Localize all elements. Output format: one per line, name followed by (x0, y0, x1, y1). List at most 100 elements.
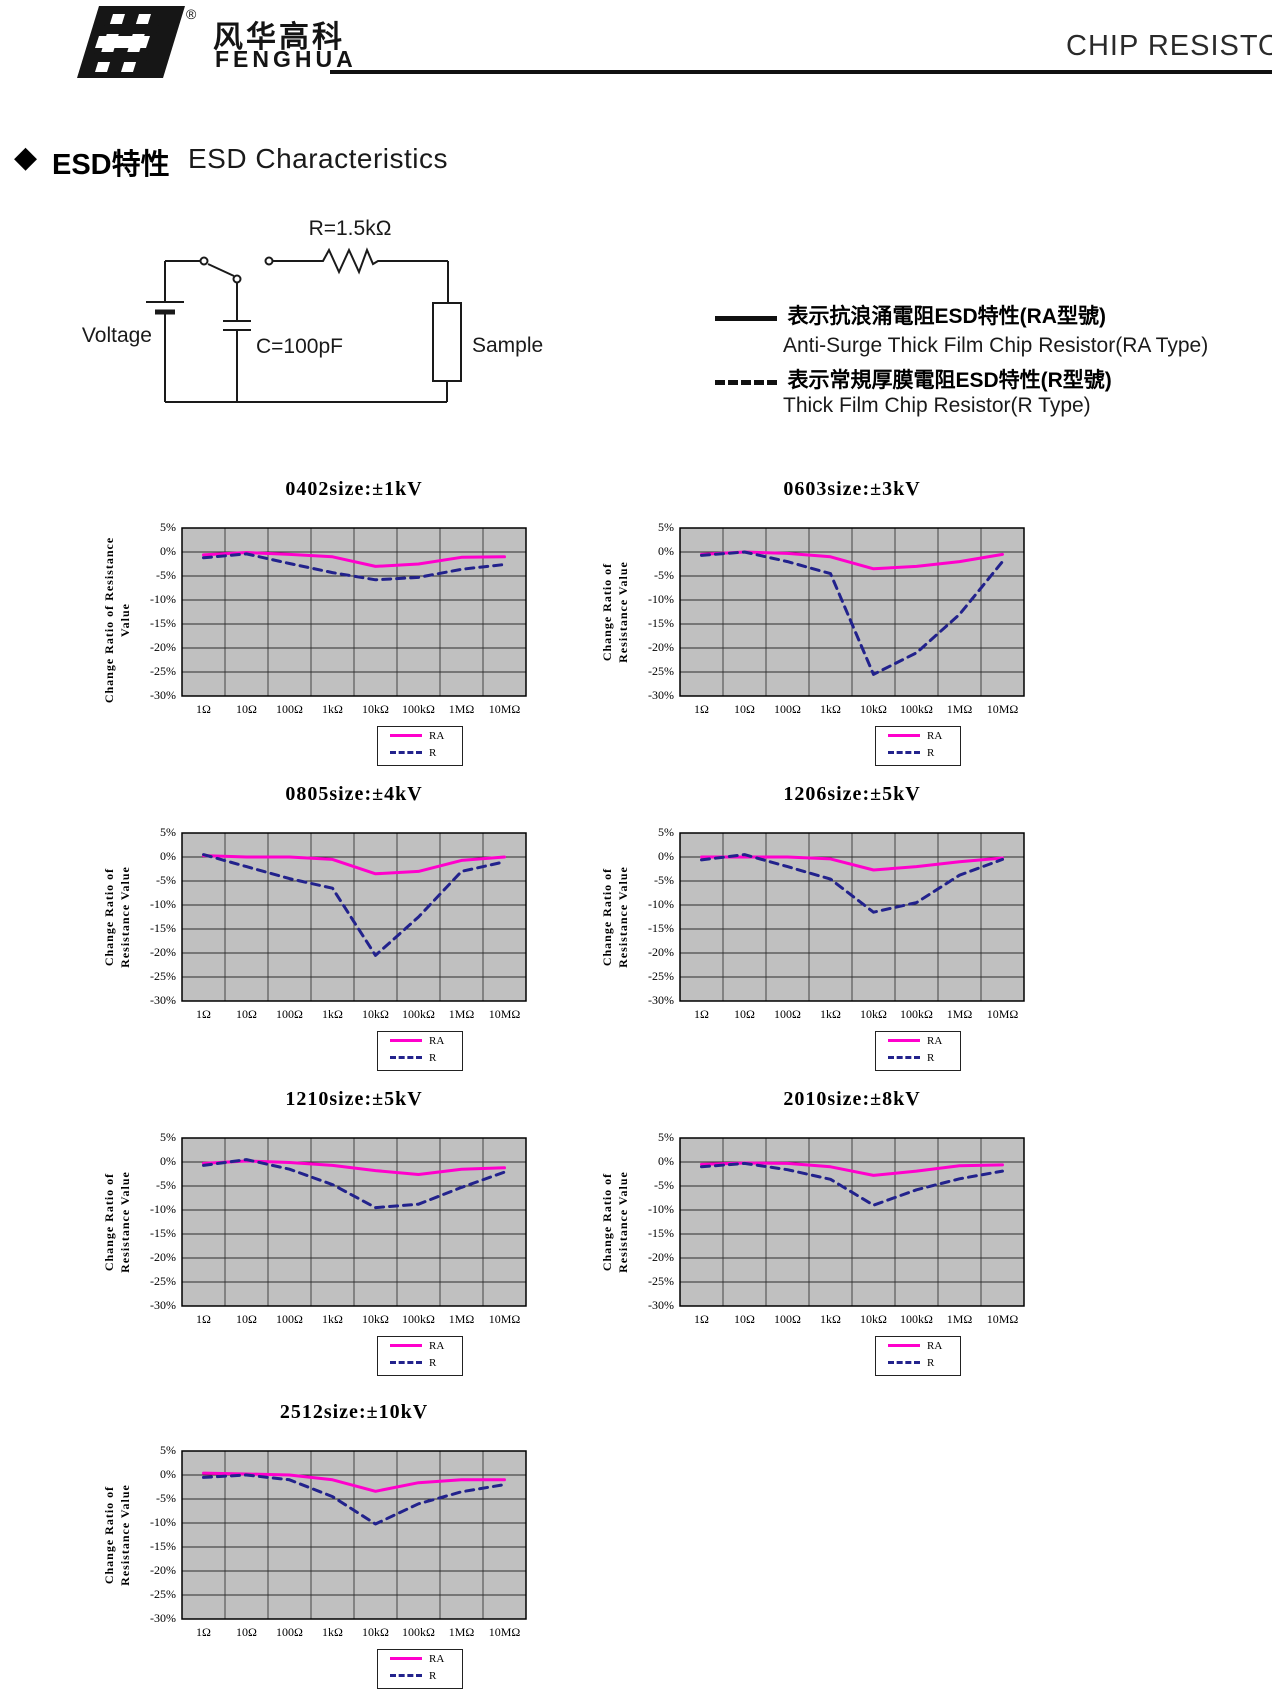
chart-0402: 0402size:±1kV Change Ratio of Resistance … (90, 440, 570, 770)
solid-line-sample-icon (715, 316, 777, 322)
y-tick-label: -25% (648, 969, 674, 983)
plot-area (181, 832, 527, 1002)
y-axis-label-text: Change Ratio of Resistance Value (600, 1171, 630, 1273)
legend-entry-r: R (876, 1354, 960, 1371)
dashed-legend-line-icon (390, 751, 422, 754)
chart-title: 2512size:±10kV (279, 1401, 429, 1423)
legend-entry-r: R (378, 1049, 462, 1066)
y-tick-label: 0% (160, 1154, 176, 1168)
x-tick-label: 10Ω (236, 1007, 257, 1021)
y-tick-label: -5% (654, 873, 674, 887)
x-tick-label: 100Ω (276, 1007, 303, 1021)
chart-2512: 2512size:±10kV Change Ratio of Resistance… (90, 1363, 570, 1693)
legend-entry-ra: RA (378, 1337, 462, 1354)
y-tick-label: 0% (160, 1467, 176, 1481)
chart-title: 1206size:±5kV (783, 783, 921, 805)
logo-chinese-name: 风华高科 (213, 21, 345, 54)
chart-legend: RA R (377, 1031, 463, 1071)
x-tick-label: 10Ω (734, 1312, 755, 1326)
x-tick-label: 1Ω (196, 1625, 211, 1639)
y-tick-label: -5% (156, 873, 176, 887)
series-ra-line (202, 854, 506, 876)
y-tick-label: -10% (150, 592, 176, 606)
y-axis-label-text: Change Ratio of Resistance Value (600, 866, 630, 968)
chart-0805: 0805size:±4kV Change Ratio of Resistance … (90, 745, 570, 1075)
y-tick-label: -5% (156, 1178, 176, 1192)
chart-title: 0603size:±3kV (783, 478, 921, 500)
legend-entry-ra: RA (378, 1650, 462, 1667)
legend-entry-r: R (876, 744, 960, 761)
y-tick-label: -25% (150, 969, 176, 983)
y-tick-label: -15% (648, 616, 674, 630)
x-tick-label: 100Ω (276, 1625, 303, 1639)
chart-1210: 1210size:±5kV Change Ratio of Resistance … (90, 1050, 570, 1380)
x-tick-label: 100kΩ (900, 1007, 933, 1021)
y-tick-label: -30% (648, 993, 674, 1007)
x-tick-label: 1Ω (196, 1007, 211, 1021)
x-tick-label: 1MΩ (448, 1007, 475, 1021)
solid-legend-line-icon (888, 734, 920, 737)
legend-label: RA (927, 729, 943, 742)
chart-title: 2010size:±8kV (783, 1088, 921, 1110)
series-r-line (202, 1158, 506, 1210)
dashed-legend-line-icon (888, 1361, 920, 1364)
y-tick-label: 0% (658, 544, 674, 558)
chart-legend: RA R (875, 726, 961, 766)
y-tick-label: -30% (150, 1298, 176, 1312)
y-axis-label-text: Change Ratio of Resistance Value (102, 1484, 132, 1586)
y-tick-label: -30% (648, 1298, 674, 1312)
y-tick-label: -30% (150, 1611, 176, 1625)
y-axis-label-text: Change Ratio of Resistance Value (102, 536, 132, 704)
x-tick-label: 1Ω (196, 1312, 211, 1326)
legend-entry-r: R (876, 1049, 960, 1066)
y-tick-label: -20% (150, 1563, 176, 1577)
y-tick-label: -15% (648, 1226, 674, 1240)
solid-legend-line-icon (390, 734, 422, 737)
x-tick-label: 100Ω (774, 702, 801, 716)
legend-label: RA (429, 1034, 445, 1047)
y-tick-label: -25% (150, 1587, 176, 1601)
x-tick-label: 1kΩ (322, 1007, 343, 1021)
dashed-legend-line-icon (888, 751, 920, 754)
y-tick-label: -10% (648, 592, 674, 606)
chart-legend: RA R (377, 726, 463, 766)
series-r-line (700, 550, 1004, 676)
solid-legend-line-icon (390, 1039, 422, 1042)
x-tick-label: 10kΩ (860, 1312, 887, 1326)
legend-label: R (429, 1669, 437, 1682)
x-tick-label: 1kΩ (820, 1007, 841, 1021)
y-tick-label: -15% (150, 921, 176, 935)
x-tick-label: 1Ω (694, 1312, 709, 1326)
x-tick-label: 10kΩ (362, 1312, 389, 1326)
x-tick-label: 10MΩ (986, 1007, 1019, 1021)
y-tick-label: -25% (648, 664, 674, 678)
x-tick-label: 10kΩ (860, 1007, 887, 1021)
x-tick-label: 1kΩ (322, 1625, 343, 1639)
legend-entry-ra: RA (876, 1032, 960, 1049)
y-tick-label: 0% (658, 1154, 674, 1168)
x-tick-label: 10MΩ (488, 1312, 521, 1326)
series-r-line (700, 853, 1004, 914)
y-tick-label: -5% (156, 568, 176, 582)
solid-legend-line-icon (390, 1344, 422, 1347)
circuit-capacitor-label: C=100pF (256, 335, 343, 358)
dashed-line-sample-icon (715, 380, 777, 386)
y-tick-label: -15% (150, 1539, 176, 1553)
y-tick-label: -10% (648, 1202, 674, 1216)
esd-test-circuit-diagram: R=1.5kΩ Voltage C=100pF Sample (82, 217, 543, 403)
section-title-english: ESD Characteristics (188, 143, 449, 174)
legend-label: R (429, 1051, 437, 1064)
x-tick-label: 10MΩ (488, 1007, 521, 1021)
chart-2010: 2010size:±8kV Change Ratio of Resistance … (588, 1050, 1068, 1380)
x-tick-label: 1MΩ (448, 1625, 475, 1639)
x-tick-label: 10MΩ (488, 702, 521, 716)
series-ra-line (202, 551, 506, 568)
plot-area (679, 832, 1025, 1002)
x-tick-label: 1Ω (694, 702, 709, 716)
y-tick-label: -5% (654, 1178, 674, 1192)
plot-area (679, 1137, 1025, 1307)
chart-0603: 0603size:±3kV Change Ratio of Resistance … (588, 440, 1068, 770)
solid-legend-line-icon (390, 1657, 422, 1660)
y-tick-label: -10% (150, 897, 176, 911)
